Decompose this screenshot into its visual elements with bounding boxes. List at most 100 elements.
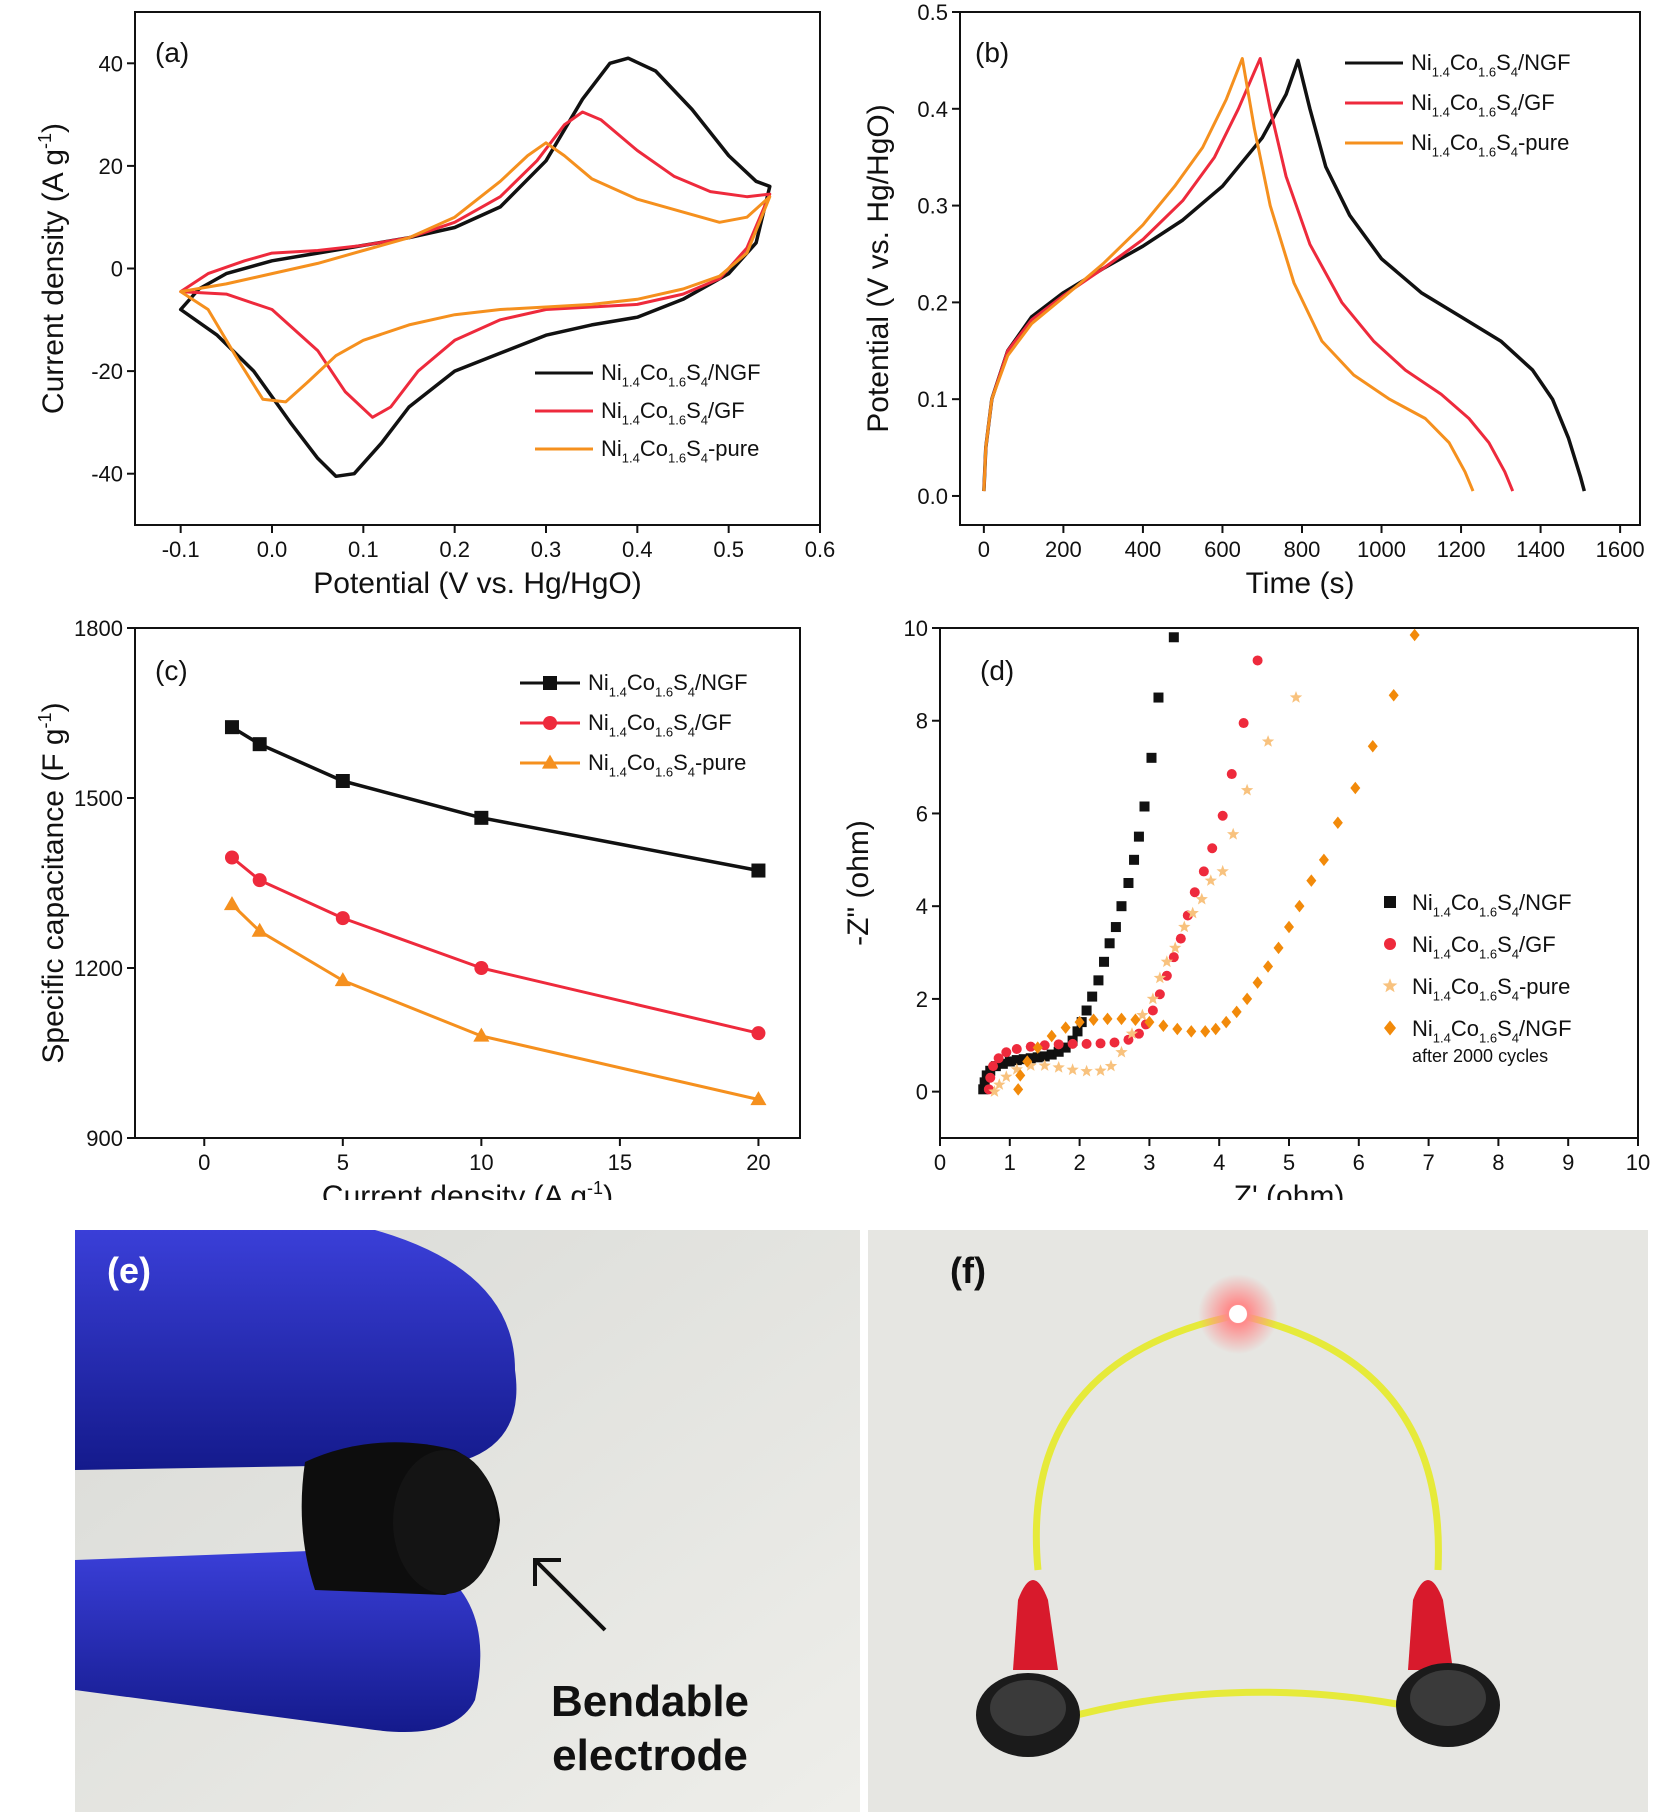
x-tick-label: 10 [1626, 1150, 1650, 1175]
data-point [1332, 816, 1343, 829]
legend-label: Ni1.4Co1.6S4/NGF [601, 360, 761, 390]
data-point [1168, 952, 1179, 963]
x-tick-label: 15 [608, 1150, 632, 1175]
x-tick-label: 5 [1283, 1150, 1295, 1175]
data-point [1175, 933, 1186, 944]
panel-label: (b) [975, 37, 1009, 68]
data-point [1242, 992, 1253, 1006]
y-axis-label: Current density (A g-1) [35, 123, 70, 414]
data-point [1294, 899, 1305, 913]
y-tick-label: 1500 [74, 786, 123, 811]
data-point [1252, 655, 1263, 666]
data-point [1306, 874, 1317, 887]
data-point [1125, 1027, 1139, 1039]
data-point [1153, 692, 1164, 703]
series-line [231, 856, 759, 1035]
data-point [1231, 1005, 1242, 1019]
series-line [231, 725, 759, 873]
data-point [1024, 1059, 1037, 1071]
data-point [1318, 853, 1329, 867]
x-axis-label: Time (s) [1246, 567, 1355, 600]
data-point [1116, 901, 1127, 912]
data-point [1144, 1015, 1155, 1029]
data-point [1189, 887, 1200, 898]
data-point [1210, 1022, 1221, 1036]
x-tick-label: 6 [1353, 1150, 1365, 1175]
series-line [982, 57, 1515, 492]
data-point [1172, 1022, 1183, 1036]
data-point [1129, 854, 1140, 865]
series-0: Ni1.4Co1.6S4/NGF [982, 50, 1586, 492]
x-tick-label: 10 [469, 1150, 493, 1175]
data-point [1161, 970, 1172, 981]
y-tick-label: 0 [916, 1080, 928, 1105]
y-axis-label: -Z" (ohm) [842, 820, 875, 946]
data-point [252, 737, 267, 752]
data-point [1010, 1062, 1023, 1075]
data-point [1207, 843, 1218, 854]
x-tick-label: 0.0 [257, 537, 288, 562]
data-point [1261, 735, 1275, 747]
data-point [1136, 1008, 1149, 1021]
data-point [997, 1058, 1008, 1069]
data-point [1186, 1025, 1197, 1038]
arrow-icon [533, 1558, 607, 1632]
y-tick-label: 1200 [74, 956, 123, 981]
x-tick-label: 0 [198, 1150, 210, 1175]
legend-label: Ni1.4Co1.6S4/NGF [1412, 1016, 1572, 1046]
data-point [1088, 1013, 1099, 1027]
x-tick-label: 800 [1284, 537, 1321, 562]
series-line [982, 58, 1586, 492]
data-point [1133, 1028, 1144, 1039]
x-tick-label: 400 [1125, 537, 1162, 562]
data-point [1093, 975, 1104, 986]
data-point [1168, 632, 1179, 643]
legend-label: Ni1.4Co1.6S4/GF [1411, 90, 1555, 120]
data-point [1200, 1025, 1211, 1038]
y-tick-label: 2 [916, 987, 928, 1012]
data-point [1067, 1038, 1078, 1049]
chart-panel-d: 0 1 2 3 4 5 6 7 8 9 10 0 2 4 6 8 10 Z' (ohm) -Z" (ohm) (d) N… [842, 616, 1650, 1200]
x-tick-label: 3 [1143, 1150, 1155, 1175]
x-axis-label: Current density (A g-1) [322, 1178, 613, 1200]
data-point [1388, 688, 1399, 702]
data-point [1273, 941, 1284, 955]
y-tick-label: 10 [904, 616, 928, 641]
photo-e-caption: Bendable electrode [520, 1675, 780, 1783]
x-axis-label: Z' (ohm) [1234, 1180, 1345, 1200]
data-point [1053, 1039, 1064, 1050]
data-point [1216, 864, 1229, 877]
y-tick-label: 8 [916, 709, 928, 734]
chart-panel-a: -0.1 0.0 0.1 0.2 0.3 0.4 0.5 0.6 -40 -20 0 20 40 Pote… [35, 11, 835, 600]
data-point [1001, 1047, 1012, 1058]
data-point [1080, 1064, 1093, 1077]
data-point [1011, 1043, 1022, 1054]
data-point [1226, 769, 1237, 780]
data-point [1409, 628, 1420, 642]
y-axis-label: Specific capacitance (F g-1) [35, 702, 70, 1063]
data-point [1022, 1055, 1033, 1068]
legend-label: Ni1.4Co1.6S4-pure [588, 750, 746, 780]
plot-frame [134, 627, 801, 1139]
data-point [1094, 1064, 1107, 1076]
legend-note: after 2000 cycles [1412, 1046, 1548, 1066]
x-tick-label: 600 [1204, 537, 1241, 562]
y-tick-label: 0.3 [917, 194, 948, 219]
data-point [988, 1061, 999, 1072]
data-point [1046, 1029, 1057, 1043]
photo-f-label: (f) [950, 1250, 986, 1291]
y-axis-label: Potential (V vs. Hg/HgO) [862, 104, 895, 432]
data-point [1060, 1021, 1071, 1034]
data-point [1263, 960, 1274, 973]
data-point [993, 1053, 1004, 1064]
data-point [1146, 752, 1157, 763]
data-point [1153, 971, 1167, 984]
legend-marker [1384, 896, 1396, 908]
data-point [1238, 718, 1249, 729]
panel-label: (a) [155, 37, 189, 68]
y-tick-label: 6 [916, 801, 928, 826]
x-tick-label: 1400 [1516, 537, 1565, 562]
data-point [978, 1084, 989, 1095]
y-tick-label: -20 [91, 359, 123, 384]
data-point [335, 911, 350, 926]
